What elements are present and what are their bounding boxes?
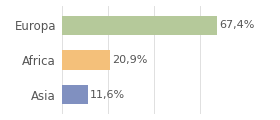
Bar: [62, 16, 217, 35]
Bar: [62, 50, 110, 70]
Text: 11,6%: 11,6%: [90, 90, 125, 100]
Text: 20,9%: 20,9%: [112, 55, 147, 65]
Text: 67,4%: 67,4%: [219, 20, 255, 30]
Bar: [62, 85, 88, 104]
